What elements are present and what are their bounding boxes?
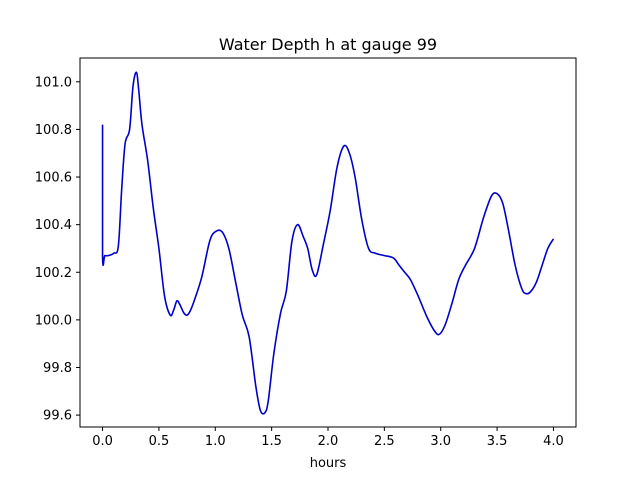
x-tick-label: 2.5 [374,434,395,449]
y-tick-label: 99.8 [43,361,72,376]
y-tick-label: 101.0 [35,75,72,90]
y-tick-label: 99.6 [43,409,72,424]
y-tick-label: 100.4 [35,218,72,233]
x-tick-label: 0.5 [149,434,170,449]
x-tick-label: 0.0 [92,434,113,449]
y-tick-label: 100.6 [35,171,72,186]
x-tick-label: 3.0 [430,434,451,449]
y-tick-label: 100.0 [35,313,72,328]
y-axis-ticks: 99.6 99.8 100.0 100.2 100.4 100.6 100.8 101.0 [35,75,80,424]
x-tick-label: 3.5 [487,434,508,449]
axes-frame [79,57,577,428]
x-tick-label: 1.0 [205,434,226,449]
x-axis-ticks: 0.0 0.5 1.0 1.5 2.0 2.5 3.0 3.5 4.0 [92,427,564,449]
plot-area [101,71,555,415]
x-axis-label: hours [310,456,347,471]
x-tick-label: 2.0 [318,434,339,449]
chart-title: Water Depth h at gauge 99 [219,35,437,54]
y-tick-label: 100.2 [35,266,72,281]
x-tick-label: 4.0 [543,434,564,449]
y-tick-label: 100.8 [35,123,72,138]
x-tick-label: 1.5 [261,434,282,449]
series-line-water-depth [101,71,555,415]
